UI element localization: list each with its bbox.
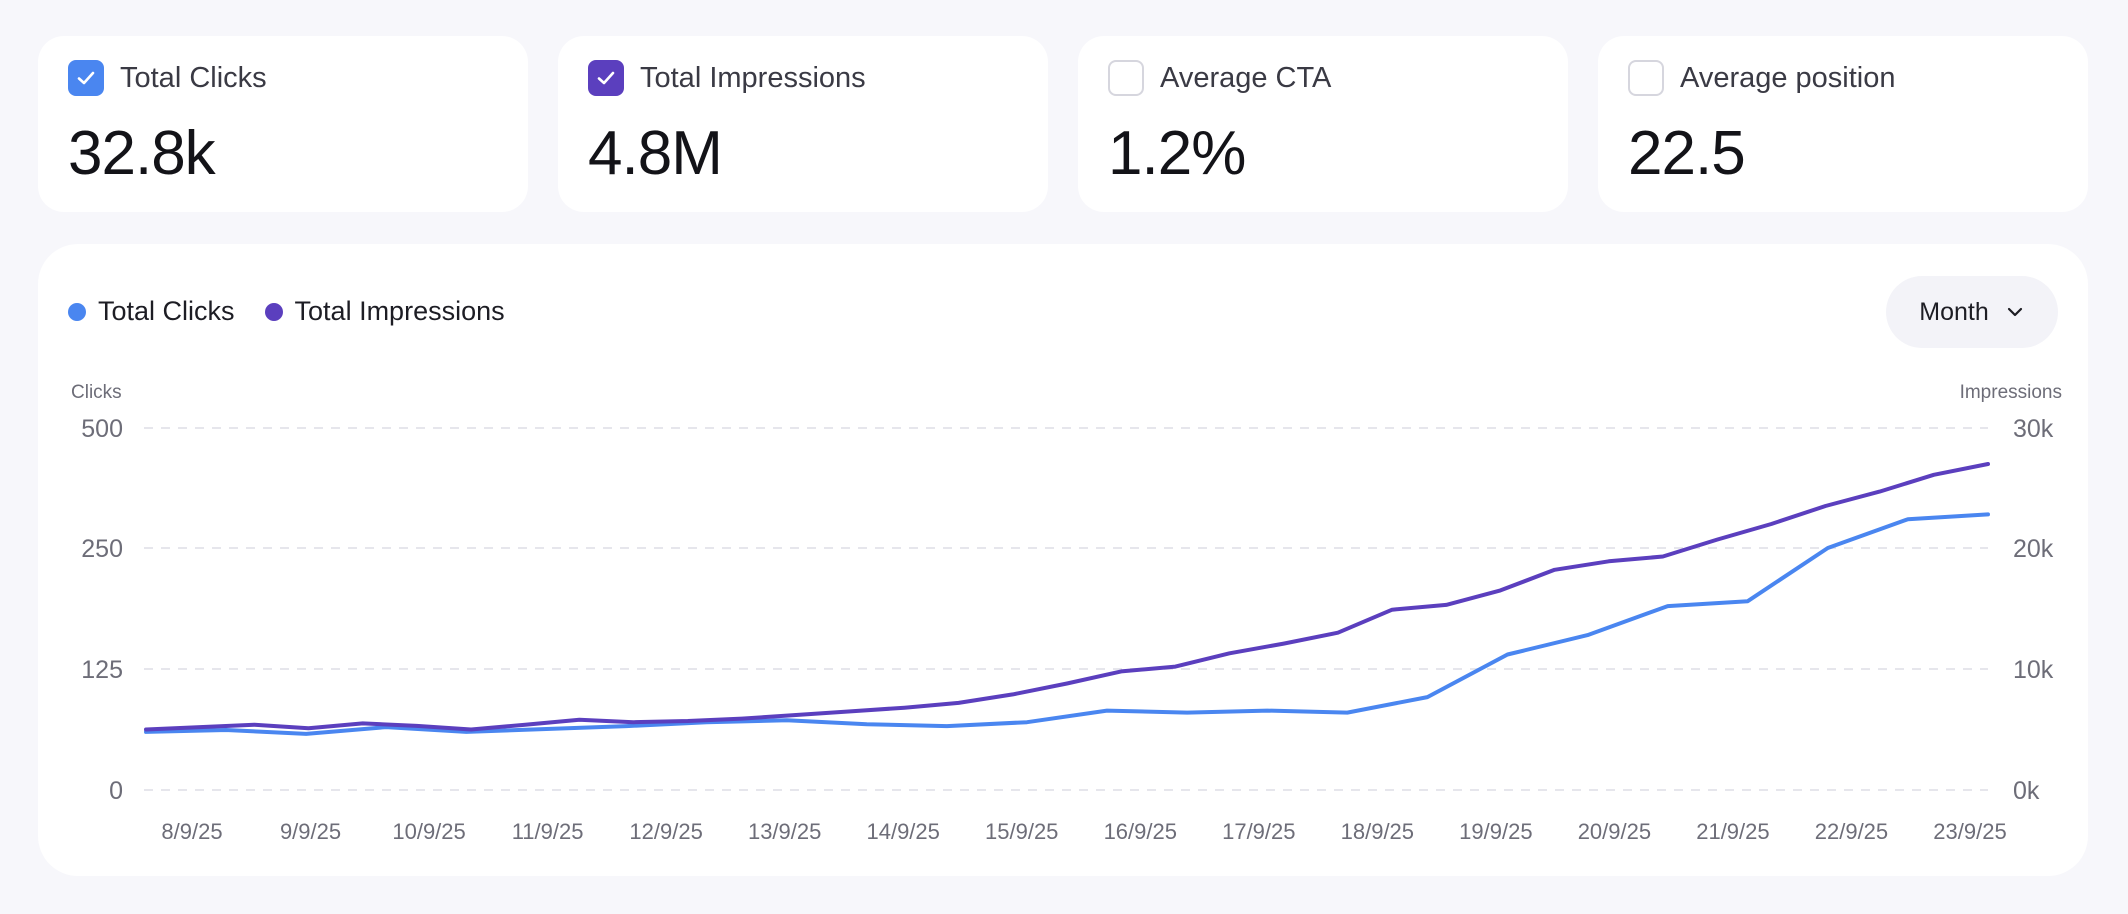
line-chart: 500 30k 250 20k 125 10k 0 0k 8/9/25 9/9/25 10/9/25…	[81, 415, 2054, 844]
legend-item-total-impressions[interactable]: Total Impressions	[264, 296, 505, 327]
x-tick-label: 13/9/25	[748, 819, 821, 844]
series-total-impressions-line	[144, 462, 1990, 732]
y-left-tick-label: 0	[109, 777, 123, 805]
y-left-axis-title: Clicks	[71, 382, 122, 403]
legend-label: Total Clicks	[98, 296, 235, 326]
y-right-tick-label: 30k	[2013, 415, 2054, 443]
x-tick-label: 14/9/25	[866, 819, 939, 844]
legend-label: Total Impressions	[294, 296, 505, 326]
metric-cards: Total Clicks 32.8k Total Impressions 4.8…	[38, 36, 2088, 212]
x-tick-label: 19/9/25	[1459, 819, 1532, 844]
y-left-tick-label: 250	[81, 535, 123, 563]
checkbox-checked-icon[interactable]	[68, 60, 104, 96]
legend-item-total-clicks[interactable]: Total Clicks	[68, 296, 235, 327]
y-right-tick-label: 20k	[2013, 535, 2054, 563]
x-tick-label: 20/9/25	[1578, 819, 1651, 844]
x-tick-label: 9/9/25	[280, 819, 341, 844]
period-label: Month	[1919, 297, 1989, 326]
x-tick-label: 18/9/25	[1341, 819, 1414, 844]
metric-card-average-cta[interactable]: Average CTA 1.2%	[1078, 36, 1568, 212]
x-tick-label: 8/9/25	[161, 819, 222, 844]
legend-dot-icon	[68, 302, 86, 321]
metric-card-average-position[interactable]: Average position 22.5	[1598, 36, 2088, 212]
x-tick-label: 17/9/25	[1222, 819, 1295, 844]
metric-value: 32.8k	[68, 119, 216, 188]
metric-label: Total Impressions	[640, 61, 866, 94]
x-tick-label: 10/9/25	[392, 819, 465, 844]
series-total-clicks-line	[144, 512, 1990, 736]
x-tick-label: 16/9/25	[1104, 819, 1177, 844]
metric-label: Total Clicks	[120, 61, 267, 94]
chart-legend: Total Clicks Total Impressions	[68, 296, 505, 327]
x-tick-label: 15/9/25	[985, 819, 1058, 844]
x-tick-label: 21/9/25	[1696, 819, 1769, 844]
period-dropdown[interactable]: Month	[1886, 276, 2058, 348]
metric-card-total-impressions[interactable]: Total Impressions 4.8M	[558, 36, 1048, 212]
legend-dot-icon	[264, 302, 283, 321]
checkbox-unchecked-icon[interactable]	[1628, 60, 1664, 96]
metric-label: Average CTA	[1160, 61, 1332, 94]
metric-value: 4.8M	[588, 119, 723, 188]
y-left-tick-label: 500	[81, 415, 123, 443]
metric-card-total-clicks[interactable]: Total Clicks 32.8k	[38, 36, 528, 212]
x-tick-label: 22/9/25	[1815, 819, 1888, 844]
checkbox-unchecked-icon[interactable]	[1108, 60, 1144, 96]
metric-label: Average position	[1680, 61, 1896, 94]
metric-value: 1.2%	[1108, 119, 1246, 188]
y-left-tick-label: 125	[81, 656, 123, 684]
chevron-down-icon	[2007, 307, 2022, 317]
y-right-tick-label: 10k	[2013, 656, 2054, 684]
x-tick-label: 11/9/25	[512, 819, 584, 844]
y-right-axis-title: Impressions	[1959, 382, 2062, 403]
chart-panel: Total Clicks Total Impressions Month Cli…	[38, 244, 2088, 876]
y-right-tick-label: 0k	[2013, 777, 2040, 805]
checkbox-checked-icon[interactable]	[588, 60, 624, 96]
x-tick-label: 12/9/25	[629, 819, 702, 844]
x-tick-label: 23/9/25	[1933, 819, 2006, 844]
metric-value: 22.5	[1628, 119, 1746, 188]
